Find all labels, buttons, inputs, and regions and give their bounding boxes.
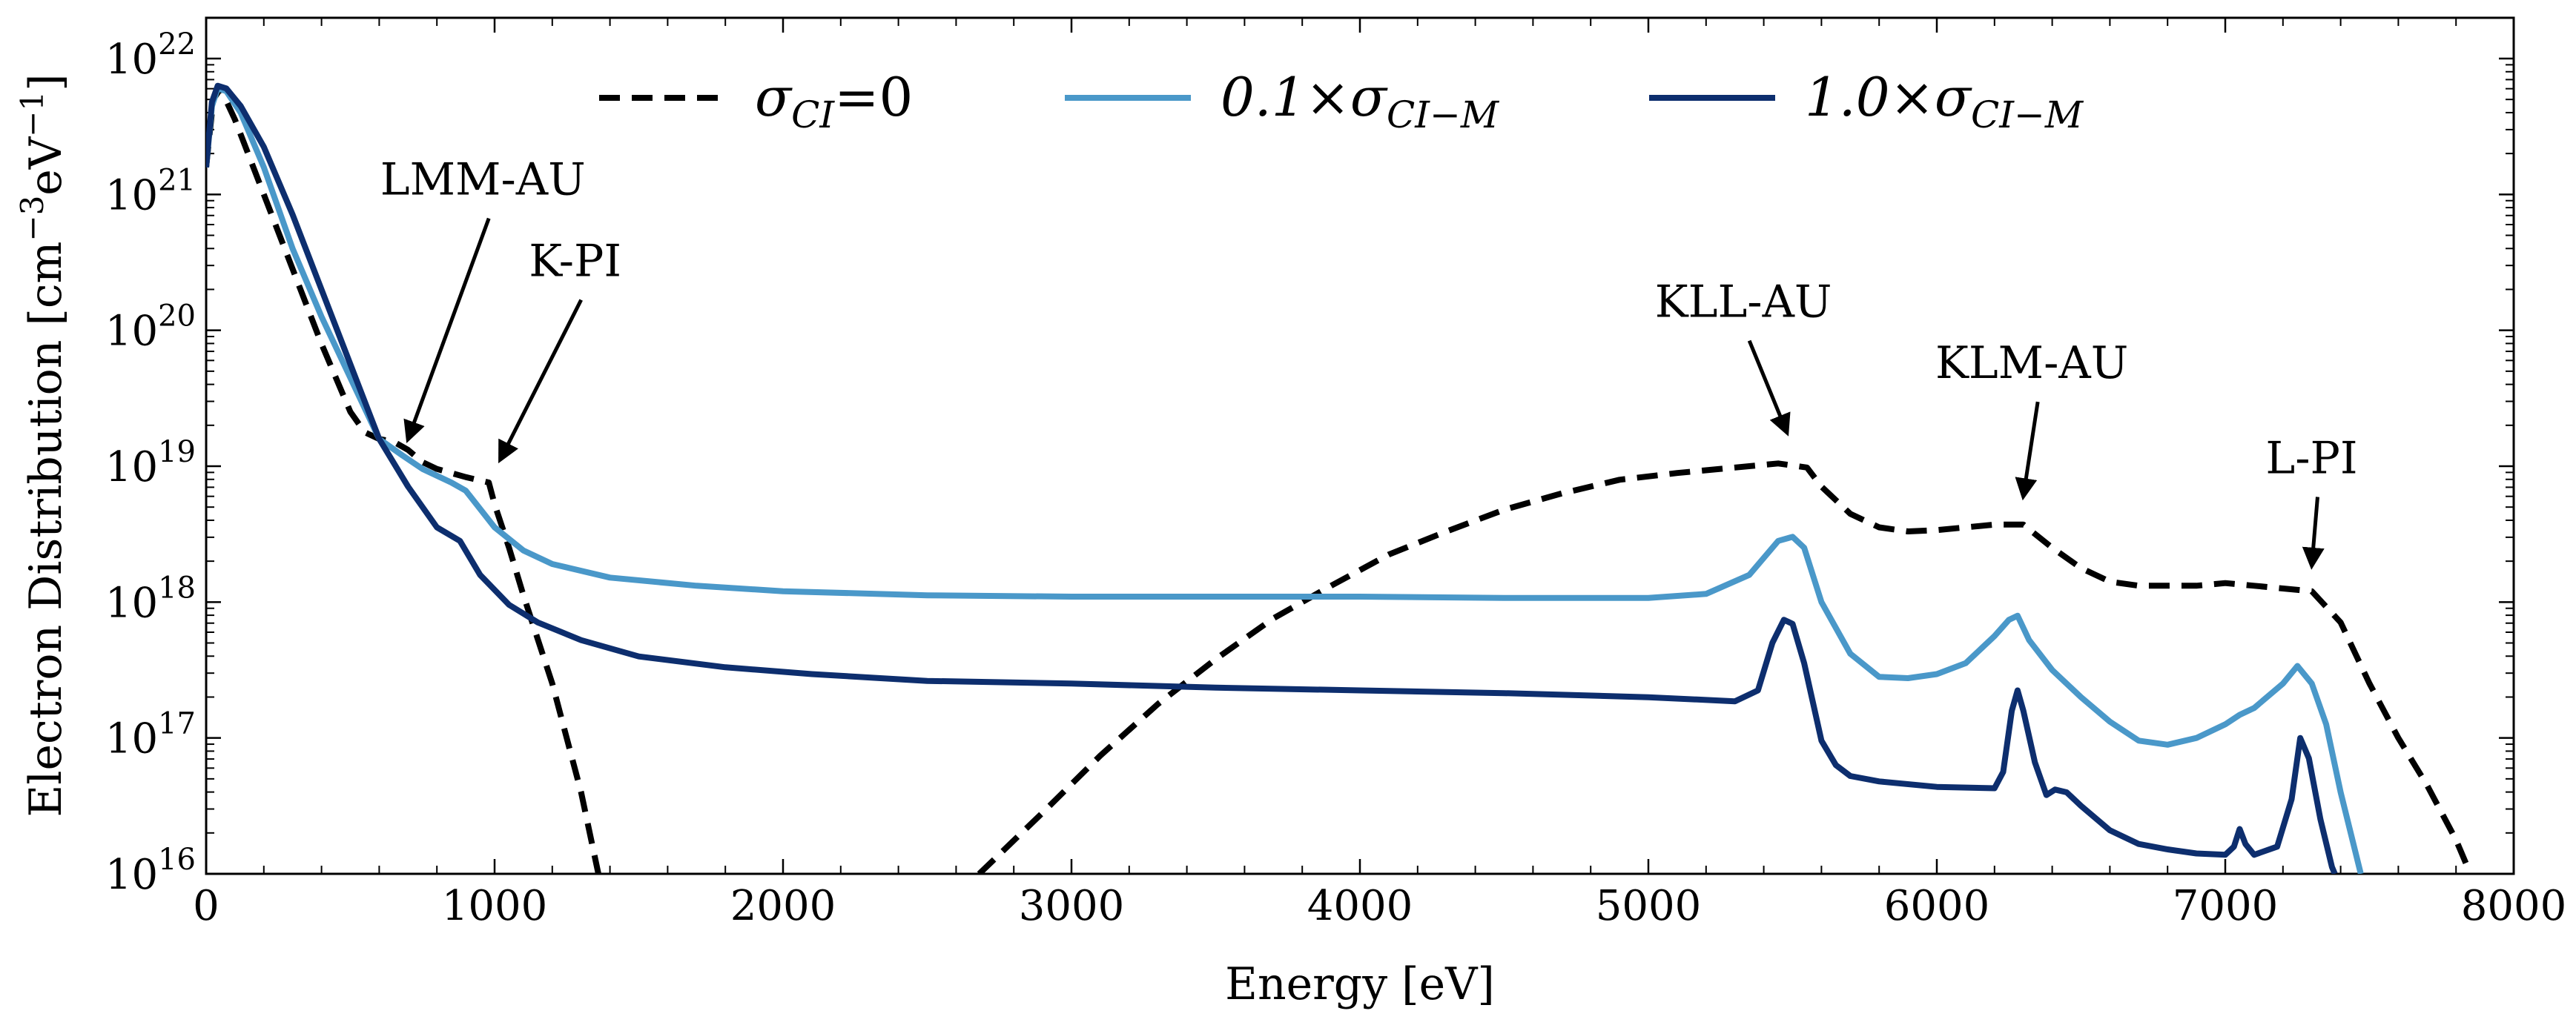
series-layer xyxy=(206,82,2474,874)
annotation-label: KLL-AU xyxy=(1655,276,1832,328)
x-tick-label: 3000 xyxy=(1019,882,1125,930)
annotation-arrow xyxy=(2015,401,2040,501)
y-tick-label: 1016 xyxy=(105,843,196,899)
annotation-arrow xyxy=(1747,339,1791,437)
legend-label-1: σCI=0 xyxy=(755,66,913,136)
y-tick-label: 1020 xyxy=(105,299,196,356)
x-tick-label: 1000 xyxy=(442,882,548,930)
annotation-arrow xyxy=(2302,497,2325,570)
x-tick-label: 5000 xyxy=(1596,882,1702,930)
x-tick-label: 2000 xyxy=(730,882,836,930)
annotation-label: KLM-AU xyxy=(1935,337,2128,389)
annotation-label: LMM-AU xyxy=(380,154,586,206)
axis-ticks: 0 1000 2000 3000 4000 5000 6000 7000 8000 1016 101… xyxy=(105,18,2566,930)
y-tick-label: 1022 xyxy=(105,27,196,84)
x-axis-title: Energy [eV] xyxy=(1225,958,1495,1010)
y-tick-label: 1017 xyxy=(105,707,196,763)
legend-label-2: 0.1×σCI−M xyxy=(1221,66,1500,136)
annotation-label: K-PI xyxy=(529,236,621,288)
y-tick-label: 1019 xyxy=(105,435,196,491)
legend: σCI=0 0.1×σCI−M 1.0×σCI−M xyxy=(599,66,2084,136)
annotation-arrow xyxy=(403,217,491,443)
x-tick-label: 6000 xyxy=(1884,882,1990,930)
annotation-arrow xyxy=(498,299,583,464)
y-axis-title: Electron Distribution [cm−3eV−1] xyxy=(14,73,72,817)
series-line-1-high-energy xyxy=(977,460,2474,874)
x-tick-label: 8000 xyxy=(2461,882,2567,930)
legend-label-3: 1.0×σCI−M xyxy=(1805,66,2084,136)
series-line-3 xyxy=(206,82,2338,874)
annotation-label: L-PI xyxy=(2265,433,2357,485)
annotation-layer: LMM-AU K-PI KLL-AU KLM-AU L-PI xyxy=(380,154,2358,570)
x-tick-label: 4000 xyxy=(1307,882,1413,930)
series-line-2 xyxy=(206,85,2364,874)
series-line-1 xyxy=(206,85,601,874)
y-tick-label: 1021 xyxy=(105,163,196,219)
x-tick-label: 7000 xyxy=(2173,882,2279,930)
y-tick-label: 1018 xyxy=(105,571,196,627)
x-tick-label: 0 xyxy=(193,882,219,930)
